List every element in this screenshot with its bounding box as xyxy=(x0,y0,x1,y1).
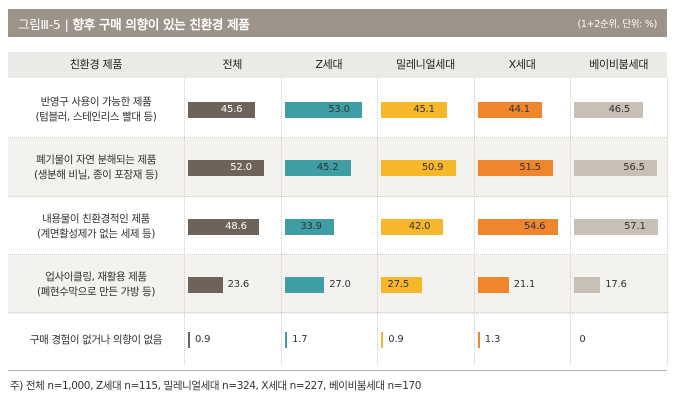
value-label: 50.9 xyxy=(421,161,444,173)
bar-밀레니얼세대-1 xyxy=(381,159,456,176)
row-divider xyxy=(8,137,667,138)
category-label-0: 반영구 사용이 가능한 제품 (텀블러, 스테인리스 빨대 등) xyxy=(8,95,184,125)
bar-X세대-2 xyxy=(477,218,558,235)
category-label-line1: 업사이클링, 재활용 제품 xyxy=(45,270,147,283)
bar-밀레니얼세대-2 xyxy=(381,218,443,235)
value-label: 0 xyxy=(579,334,586,345)
value-label: 1.3 xyxy=(484,334,501,345)
series-header-4: 베이비붐세대 xyxy=(589,58,649,71)
bar-전체-4 xyxy=(188,332,190,348)
bottom-rule xyxy=(8,370,667,371)
column-separator xyxy=(280,78,282,365)
value-label: 17.6 xyxy=(605,278,627,290)
value-label: 45.2 xyxy=(316,161,339,173)
unit-note: (1+2순위, 단위: %) xyxy=(577,19,657,30)
value-label: 0.9 xyxy=(388,334,404,345)
bar-Z세대-4 xyxy=(284,332,288,348)
category-label-line1: 구매 경험이 없거나 의향이 없음 xyxy=(29,333,163,346)
value-label: 57.1 xyxy=(624,220,646,232)
bar-밀레니얼세대-4 xyxy=(381,332,384,348)
value-label: 56.5 xyxy=(623,161,645,173)
value-label: 45.6 xyxy=(220,103,243,115)
column-separator xyxy=(667,78,668,365)
value-label: 27.0 xyxy=(329,278,351,290)
bar-전체-3 xyxy=(188,276,223,293)
category-label-1: 폐기물이 자연 분해되는 제품 (생분해 비닐, 종이 포장재 등) xyxy=(8,153,184,183)
figure-title-text: 향후 구매 의향이 있는 친환경 제품 xyxy=(72,16,250,32)
figure-number: 그림Ⅲ-5 xyxy=(18,16,61,32)
figure-title: 그림Ⅲ-5 | 향후 구매 의향이 있는 친환경 제품 xyxy=(8,14,250,33)
value-label: 33.9 xyxy=(300,220,322,232)
figure-title-bar: 그림Ⅲ-5 | 향후 구매 의향이 있는 친환경 제품 (1+2순위, 단위: %) xyxy=(8,9,667,37)
bar-chart: 친환경 제품 전체 Z세대 밀레니얼세대 X세대 베이비붐세대 반영구 사용이 가능한 … xyxy=(8,52,668,367)
value-label: 1.7 xyxy=(292,334,308,345)
value-label: 54.6 xyxy=(523,220,546,232)
bar-X세대-1 xyxy=(477,159,554,176)
series-header-3: X세대 xyxy=(508,58,536,71)
series-header-1: Z세대 xyxy=(315,58,343,71)
bar-베이비붐세대-2 xyxy=(574,218,659,235)
bar-X세대-4 xyxy=(477,332,480,348)
bar-X세대-3 xyxy=(477,276,509,293)
value-label: 27.5 xyxy=(387,278,410,290)
bar-전체-1 xyxy=(188,159,265,176)
category-label-line1: 내용물이 친환경적인 제품 xyxy=(42,212,150,225)
row-divider xyxy=(8,312,667,313)
category-header: 친환경 제품 xyxy=(69,58,123,71)
bar-베이비붐세대-3 xyxy=(574,276,601,293)
title-separator: | xyxy=(64,16,69,32)
value-label: 46.5 xyxy=(608,103,631,115)
column-separator xyxy=(184,78,185,365)
category-label-line1: 폐기물이 자연 분해되는 제품 xyxy=(36,153,156,166)
bar-전체-2 xyxy=(188,218,260,235)
bar-밀레니얼세대-0 xyxy=(381,101,448,118)
bar-베이비붐세대-0 xyxy=(574,101,643,118)
bar-Z세대-1 xyxy=(284,159,351,176)
category-label-line2: (생분해 비닐, 종이 포장재 등) xyxy=(34,168,158,181)
category-label-line2: (폐현수막으로 만든 가방 등) xyxy=(36,285,156,298)
bar-X세대-0 xyxy=(477,101,543,118)
value-label: 23.6 xyxy=(227,278,250,290)
value-label: 48.6 xyxy=(225,220,247,232)
value-label: 21.1 xyxy=(513,278,536,290)
column-separator xyxy=(377,78,379,365)
column-separator xyxy=(473,78,475,365)
category-label-2: 내용물이 친환경적인 제품 (계면활성제가 없는 세제 등) xyxy=(8,212,184,242)
footnote: 주) 전체 n=1,000, Z세대 n=115, 밀레니얼세대 n=324, … xyxy=(10,380,422,392)
series-header-0: 전체 xyxy=(222,58,243,71)
bar-밀레니얼세대-3 xyxy=(381,276,422,293)
row-divider xyxy=(8,196,667,197)
value-label: 53.0 xyxy=(328,103,350,115)
category-label-3: 업사이클링, 재활용 제품 (폐현수막으로 만든 가방 등) xyxy=(8,270,184,300)
series-header-2: 밀레니얼세대 xyxy=(396,58,455,71)
value-label: 52.0 xyxy=(230,161,252,173)
value-label: 44.1 xyxy=(508,103,530,115)
value-label: 45.1 xyxy=(413,103,435,115)
value-label: 0.9 xyxy=(195,334,211,345)
bar-Z세대-2 xyxy=(284,218,335,235)
bar-Z세대-0 xyxy=(284,101,363,118)
bar-전체-0 xyxy=(188,101,255,118)
bar-베이비붐세대-1 xyxy=(574,159,658,176)
header-row: 친환경 제품 전체 Z세대 밀레니얼세대 X세대 베이비붐세대 xyxy=(8,52,667,78)
category-label-line2: (텀블러, 스테인리스 빨대 등) xyxy=(35,110,157,123)
column-separator xyxy=(570,78,572,365)
value-label: 42.0 xyxy=(408,220,431,232)
row-divider xyxy=(8,254,667,255)
category-label-line1: 반영구 사용이 가능한 제품 xyxy=(40,95,152,108)
category-label-4: 구매 경험이 없거나 의향이 없음 xyxy=(8,333,184,348)
row-band xyxy=(8,255,667,314)
category-label-line2: (계면활성제가 없는 세제 등) xyxy=(36,227,156,240)
bar-Z세대-3 xyxy=(284,276,325,293)
value-label: 51.5 xyxy=(519,161,541,173)
